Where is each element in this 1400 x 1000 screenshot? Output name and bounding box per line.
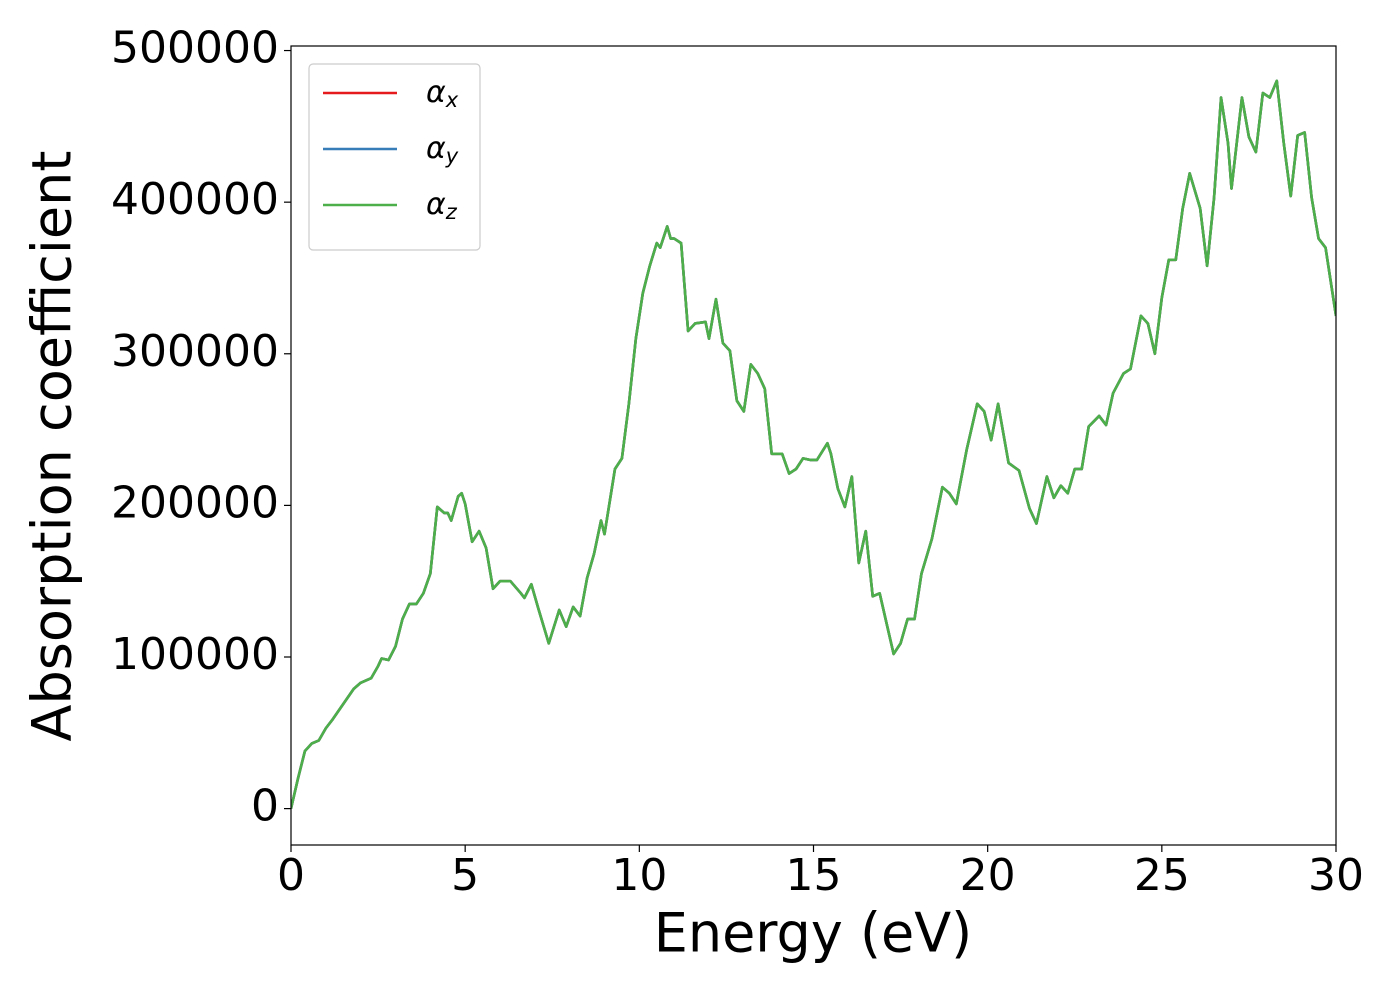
x-tick-label: 0: [277, 850, 305, 901]
y-tick-label: 0: [251, 781, 279, 832]
x-tick-label: 15: [786, 850, 842, 901]
legend-label: αx: [426, 75, 459, 113]
y-tick-label: 100000: [111, 629, 279, 680]
x-tick-label: 25: [1134, 850, 1190, 901]
y-tick-label: 500000: [111, 23, 279, 74]
x-axis-label: Energy (eV): [654, 902, 973, 965]
x-tick-label: 30: [1308, 850, 1364, 901]
legend-label: αz: [426, 187, 458, 225]
legend-label: αy: [426, 131, 459, 169]
plot-frame: [290, 45, 1337, 846]
y-tick-label: 300000: [111, 326, 279, 377]
legend-box: [308, 63, 481, 251]
data-line: [291, 79, 1336, 809]
y-tick-label: 200000: [111, 477, 279, 528]
y-tick-label: 400000: [111, 174, 279, 225]
x-tick-label: 20: [960, 850, 1016, 901]
x-tick-label: 5: [451, 850, 479, 901]
x-tick-label: 10: [611, 850, 667, 901]
y-axis-label: Absorption coefficient: [21, 151, 84, 742]
